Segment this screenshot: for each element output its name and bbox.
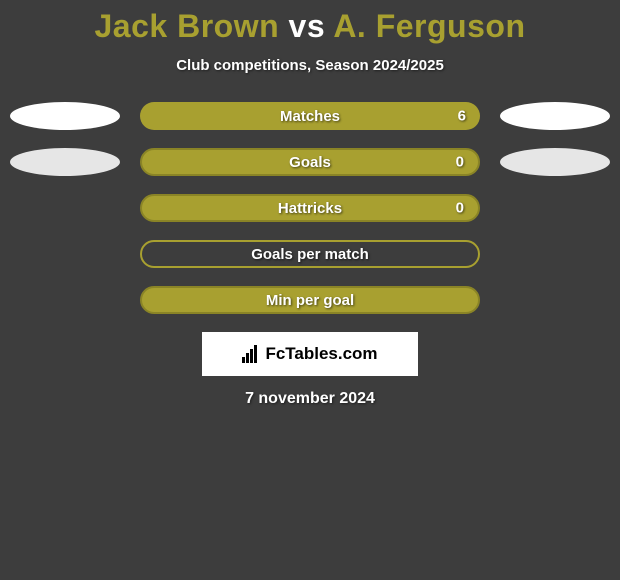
- stat-bar: Min per goal: [140, 286, 480, 314]
- date-label: 7 november 2024: [245, 390, 375, 408]
- stat-bar: Goals 0: [140, 148, 480, 176]
- stat-row: Min per goal: [0, 286, 620, 314]
- stat-value: 0: [456, 200, 464, 217]
- player1-stat-marker: [10, 102, 120, 130]
- logo-text: FcTables.com: [265, 344, 377, 364]
- player1-name: Jack Brown: [95, 8, 280, 44]
- source-logo: FcTables.com: [202, 332, 418, 376]
- stat-row: Matches 6: [0, 102, 620, 130]
- stat-row: Goals 0: [0, 148, 620, 176]
- stat-bar: Hattricks 0: [140, 194, 480, 222]
- stat-value: 0: [456, 154, 464, 171]
- stat-row: Goals per match: [0, 240, 620, 268]
- stat-rows: Matches 6 Goals 0 Hattricks 0 Goals per match M…: [0, 102, 620, 314]
- stat-label: Goals per match: [251, 246, 369, 263]
- stat-label: Min per goal: [266, 292, 354, 309]
- comparison-title: Jack Brown vs A. Ferguson: [95, 8, 526, 45]
- player2-stat-marker: [500, 148, 610, 176]
- player2-stat-marker: [500, 102, 610, 130]
- stat-label: Hattricks: [278, 200, 342, 217]
- stat-bar: Goals per match: [140, 240, 480, 268]
- bar-chart-icon: [242, 345, 257, 363]
- player2-name: A. Ferguson: [333, 8, 525, 44]
- stat-row: Hattricks 0: [0, 194, 620, 222]
- player1-stat-marker: [10, 148, 120, 176]
- vs-label: vs: [289, 8, 326, 44]
- subtitle: Club competitions, Season 2024/2025: [176, 57, 444, 74]
- stat-bar: Matches 6: [140, 102, 480, 130]
- stat-value: 6: [458, 108, 466, 125]
- stat-label: Goals: [289, 154, 331, 171]
- comparison-card: Jack Brown vs A. Ferguson Club competiti…: [0, 0, 620, 408]
- stat-label: Matches: [280, 108, 340, 125]
